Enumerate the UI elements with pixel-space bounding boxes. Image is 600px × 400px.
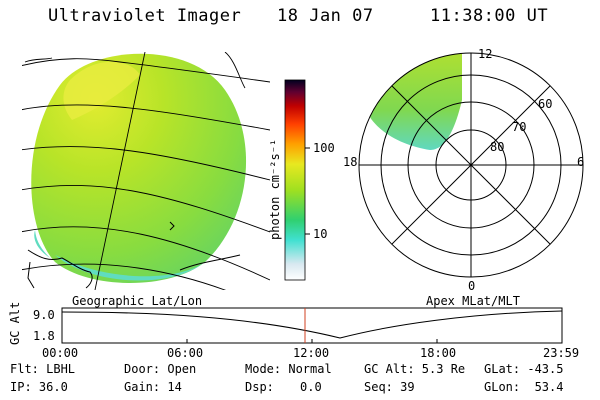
ip-label: IP: 36.0 xyxy=(10,380,68,394)
polar-label-6: 6 xyxy=(577,155,585,169)
dsp-value: 0.0 xyxy=(300,380,322,394)
edge-cyan xyxy=(55,255,205,281)
xtick-1800: 18:00 xyxy=(420,346,457,360)
polar-ring-80: 80 xyxy=(490,140,505,154)
flt-label: Flt: LBHL xyxy=(10,362,76,376)
footer-info: Flt: LBHL IP: 36.0 Door: Open Gain: 14 M… xyxy=(10,362,595,398)
glon-label: GLon: 53.4 xyxy=(484,380,564,394)
dsp-label: Dsp: xyxy=(245,380,274,394)
colorbar xyxy=(284,79,306,281)
polar-ring-70: 70 xyxy=(512,120,527,134)
polar-image xyxy=(362,53,462,150)
altitude-ytick-9: 9.0 xyxy=(33,308,55,322)
xtick-0600: 06:00 xyxy=(167,346,204,360)
right-panel-caption: Apex MLat/MLT xyxy=(426,294,520,308)
time-label: 11:38:00 UT xyxy=(430,6,549,26)
colorbar-tick-100: 100 xyxy=(313,141,335,155)
gcalt-label: GC Alt: 5.3 Re xyxy=(364,362,466,376)
mode-label: Mode: Normal xyxy=(245,362,332,376)
coastline xyxy=(27,221,241,289)
xtick-0000: 00:00 xyxy=(42,346,79,360)
altitude-ylabel: GC Alt xyxy=(8,301,22,345)
edge-cyan-left xyxy=(34,230,50,258)
polar-grid xyxy=(358,52,584,278)
left-panel-caption: Geographic Lat/Lon xyxy=(72,294,203,308)
colorbar-tick-10: 10 xyxy=(313,227,328,241)
polar-label-18: 18 xyxy=(343,155,358,169)
earth-disk xyxy=(31,53,247,283)
geographic-image xyxy=(22,52,270,290)
polar-ring-60: 60 xyxy=(538,97,553,111)
seq-label: Seq: 39 xyxy=(364,380,415,394)
date-label: 18 Jan 07 xyxy=(277,6,374,26)
app-title: Ultraviolet Imager xyxy=(48,6,242,26)
glat-label: GLat: -43.5 xyxy=(484,362,564,376)
polar-label-0: 0 xyxy=(468,279,476,293)
xtick-2359: 23:59 xyxy=(543,346,580,360)
colorbar-unit-label: photon cm⁻²s⁻¹ xyxy=(268,138,282,240)
altitude-ytick-1.8: 1.8 xyxy=(33,329,55,343)
polar-label-12: 12 xyxy=(478,47,493,61)
lat-lon-grid xyxy=(22,52,270,290)
xtick-1200: 12:00 xyxy=(293,346,330,360)
altitude-plot xyxy=(61,307,563,344)
gain-label: Gain: 14 xyxy=(124,380,182,394)
altitude-curve xyxy=(61,310,563,339)
door-label: Door: Open xyxy=(124,362,197,376)
polar-plot xyxy=(358,52,584,278)
